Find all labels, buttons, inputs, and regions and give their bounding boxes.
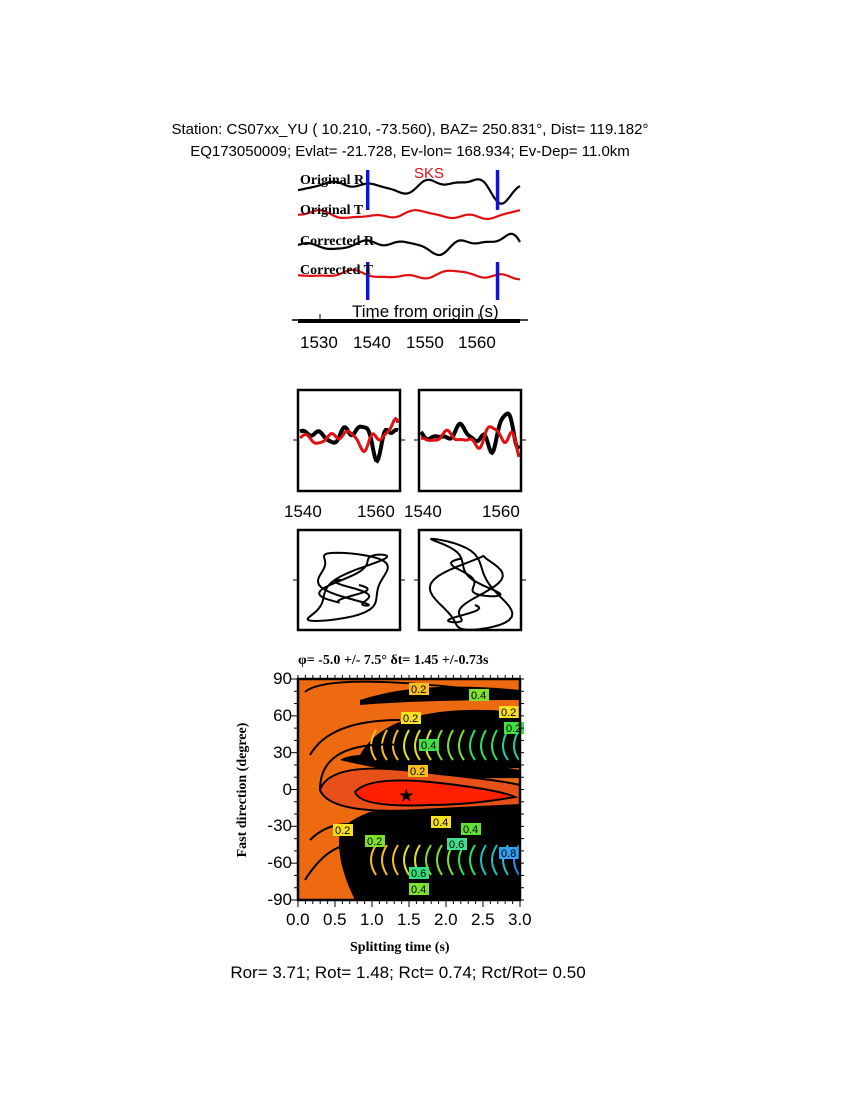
contour-label-box <box>419 739 439 751</box>
x-tick-label: 0.0 <box>286 910 310 929</box>
contour-label-box <box>499 847 519 859</box>
contour-arc <box>436 844 443 876</box>
y-tick-label: 30 <box>273 742 292 762</box>
window-xtick: 1540 <box>284 502 322 521</box>
window-xtick: 1540 <box>404 502 442 521</box>
window-xtick: 1560 <box>357 502 395 521</box>
trace-label-corrected-t: Corrected T <box>300 263 373 278</box>
contour-label: 0.2 <box>367 836 382 848</box>
contour-label-box <box>461 823 481 835</box>
contour-arc <box>392 844 399 876</box>
best-fit-star-icon: ★ <box>398 786 414 806</box>
y-tick-label: -90 <box>267 890 292 909</box>
event-info: EQ173050009; Evlat= -21.728, Ev-lon= 168… <box>190 143 630 160</box>
trace-corrected-r <box>297 232 521 257</box>
trace-xtick: 1530 <box>300 333 338 352</box>
contour-label-box <box>333 824 353 836</box>
contour-label-box <box>401 712 421 724</box>
x-tick-label: 0.5 <box>323 910 347 929</box>
contour-label: 0.4 <box>411 884 426 896</box>
particle-motion <box>428 537 514 631</box>
contour-label: 0.6 <box>449 839 464 851</box>
x-tick-label: 1.0 <box>360 910 384 929</box>
x-tick-label: 3.0 <box>508 910 532 929</box>
contour-arc <box>392 729 399 761</box>
contour-label-box <box>408 765 428 777</box>
contour-label-box <box>409 683 429 695</box>
trace-label-original-t: Original T <box>300 203 364 218</box>
contour-label: 0.2 <box>403 713 418 725</box>
contour-label: 0.6 <box>411 868 426 880</box>
contour-ylabel: Fast direction (degree) <box>235 722 250 858</box>
trace-original-r <box>297 178 521 205</box>
contour-label: 0.8 <box>501 848 516 860</box>
trace-xtick: 1550 <box>406 333 444 352</box>
trace-xtick: 1540 <box>353 333 391 352</box>
trace-label-corrected-r: Corrected R <box>300 234 374 249</box>
contour-label: 0.2 <box>410 766 425 778</box>
y-tick-label: 60 <box>273 705 292 725</box>
contour-label: 0.4 <box>433 817 448 829</box>
x-tick-label: 2.5 <box>471 910 495 929</box>
contour-arc <box>491 729 498 761</box>
window-trace-radial <box>419 411 521 456</box>
contour-arc <box>425 844 432 876</box>
contour-label-box <box>499 706 519 718</box>
contour-label-box <box>365 835 385 847</box>
contour-arc <box>447 729 454 761</box>
contour-label: 0.2 <box>501 707 516 719</box>
contour-map: 0.20.2 0.20.20.40.20.40.20.40.60.80.60.40… <box>291 675 524 907</box>
contour-label: 0.2 <box>506 723 521 735</box>
contour-arc <box>480 729 487 761</box>
station-info: Station: CS07xx_YU ( 10.210, -73.560), B… <box>171 121 649 138</box>
phase-label: SKS <box>414 165 445 182</box>
contour-arc <box>480 844 487 876</box>
trace-xlabel: Time from origin (s) <box>352 302 499 321</box>
y-tick-label: -60 <box>267 853 292 873</box>
contour-xlabel: Splitting time (s) <box>350 940 450 955</box>
y-tick-label: 0 <box>282 779 292 799</box>
contour-low-region <box>339 800 520 900</box>
particle-motion <box>306 551 389 623</box>
y-tick-label: -30 <box>267 816 292 836</box>
trace-xtick: 1560 <box>458 333 496 352</box>
footer-stats: Ror= 3.71; Rot= 1.48; Rct= 0.74; Rct/Rot… <box>230 963 586 982</box>
contour-label: 0.4 <box>471 690 486 702</box>
contour-label-box <box>409 867 429 879</box>
contour-arc <box>403 729 410 761</box>
contour-label-box <box>447 838 467 850</box>
contour-low-region <box>360 709 520 769</box>
trace-label-original-r: Original R <box>300 173 365 188</box>
contour-arc <box>469 844 476 876</box>
contour-label-box <box>431 816 451 828</box>
contour-arc <box>403 844 410 876</box>
contour-arc <box>370 844 377 876</box>
x-tick-label: 1.5 <box>397 910 421 929</box>
contour-arc <box>491 844 498 876</box>
contour-label: 0.2 <box>411 684 426 696</box>
contour-label: 0.4 <box>463 824 478 836</box>
contour-label: 0.4 <box>421 740 436 752</box>
contour-label-box <box>409 883 429 895</box>
contour-low-region <box>340 754 520 779</box>
window-xtick: 1560 <box>482 502 520 521</box>
contour-title: φ= -5.0 +/- 7.5° δt= 1.45 +/-0.73s <box>298 653 489 668</box>
contour-line <box>304 680 521 881</box>
y-tick-label: 90 <box>273 669 292 688</box>
trace-original-t <box>297 209 521 220</box>
window-trace-transverse <box>299 416 400 454</box>
contour-arc <box>414 729 421 761</box>
contour-arc <box>381 729 388 761</box>
trace-corrected-t <box>298 268 521 281</box>
contour-arc <box>469 729 476 761</box>
contour-label-box <box>469 689 489 701</box>
contour-min-region <box>353 779 519 807</box>
x-tick-label: 2.0 <box>434 910 458 929</box>
contour-arc <box>458 729 465 761</box>
window-trace-transverse <box>420 425 521 458</box>
contour-label: 0.2 <box>335 825 350 837</box>
contour-arc <box>381 844 388 876</box>
